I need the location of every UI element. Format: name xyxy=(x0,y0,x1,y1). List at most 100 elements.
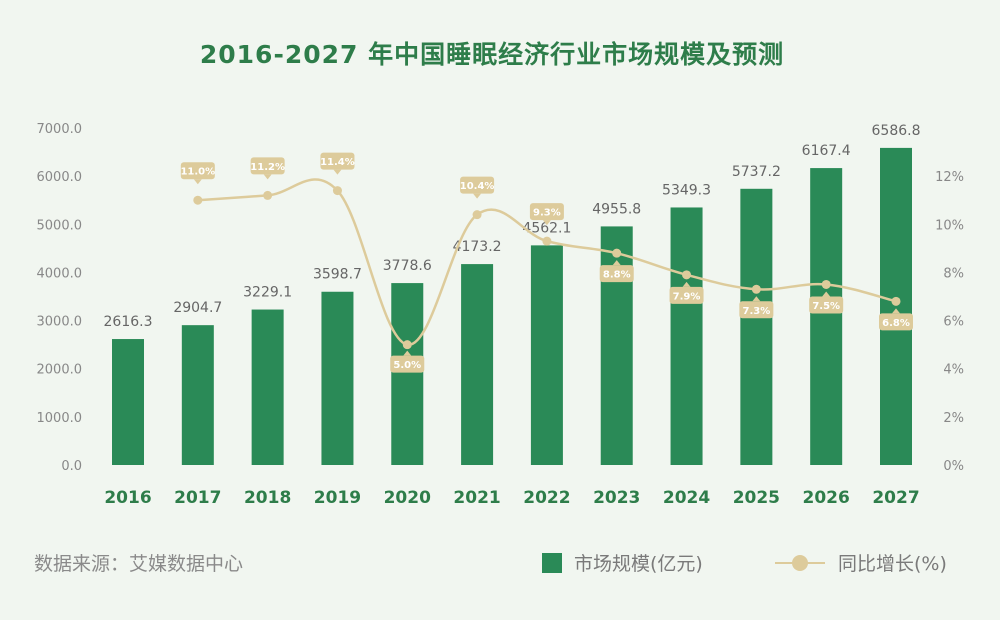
left-axis: 0.0 1000.0 2000.0 3000.0 4000.0 5000.0 6000.0 7… xyxy=(37,122,83,474)
bar-value-label: 4173.2 xyxy=(453,239,502,255)
growth-point xyxy=(332,186,342,196)
growth-callout: 11.2% xyxy=(250,157,285,180)
growth-callout: 8.8% xyxy=(599,260,634,283)
y-left-tick-label: 2000.0 xyxy=(37,363,83,378)
bar xyxy=(461,264,494,465)
bar-value-label: 3229.1 xyxy=(243,285,292,301)
growth-callout: 11.4% xyxy=(320,152,355,175)
callout-bubble xyxy=(180,162,215,180)
callout-bubble xyxy=(809,296,844,314)
growth-line-layer xyxy=(193,178,901,350)
growth-point xyxy=(612,248,622,258)
callout-pointer xyxy=(263,174,272,180)
callout-bubble xyxy=(460,176,495,194)
growth-point xyxy=(402,340,412,350)
y-left-tick-label: 7000.0 xyxy=(37,122,83,137)
growth-callouts: 11.0% 11.2% 11.4% 5.0% 10.4% 9.3% 8.8% 7.9% 7.3%… xyxy=(180,152,913,373)
growth-callout: 6.8% xyxy=(879,308,913,331)
bar xyxy=(181,325,214,465)
y-right-tick-label: 8% xyxy=(943,266,964,281)
growth-value-label: 7.9% xyxy=(673,291,701,302)
bar-value-label: 2904.7 xyxy=(173,300,222,316)
growth-point xyxy=(682,270,692,280)
bar-value-label: 3598.7 xyxy=(313,267,362,283)
growth-point xyxy=(891,296,901,306)
y-left-tick-label: 3000.0 xyxy=(37,315,83,330)
growth-callout: 11.0% xyxy=(180,162,215,185)
growth-value-label: 8.8% xyxy=(603,270,631,281)
y-right-tick-label: 12% xyxy=(935,170,964,185)
y-left-tick-label: 0.0 xyxy=(61,459,82,474)
callout-pointer xyxy=(892,308,900,314)
y-left-tick-label: 5000.0 xyxy=(37,218,83,233)
callout-pointer xyxy=(193,179,202,185)
bar xyxy=(251,309,284,465)
y-right-tick-label: 2% xyxy=(943,411,964,426)
chart-title: 2016-2027 年中国睡眠经济行业市场规模及预测 xyxy=(200,40,784,69)
growth-point xyxy=(263,190,273,200)
x-tick-label: 2017 xyxy=(174,488,221,508)
callout-pointer xyxy=(403,350,412,356)
callout-bubble xyxy=(599,265,634,283)
x-tick-label: 2025 xyxy=(733,488,780,508)
y-right-tick-label: 4% xyxy=(943,363,964,378)
y-left-tick-label: 1000.0 xyxy=(37,411,83,426)
x-tick-label: 2022 xyxy=(523,488,570,508)
x-tick-label: 2018 xyxy=(244,488,291,508)
bar xyxy=(880,147,912,465)
bars xyxy=(112,147,912,465)
callout-pointer xyxy=(542,220,551,226)
y-right-tick-label: 0% xyxy=(943,459,964,474)
bar xyxy=(391,283,424,465)
y-right-tick-label: 6% xyxy=(943,315,964,330)
callout-bubble xyxy=(669,286,704,304)
callout-pointer xyxy=(333,169,342,175)
legend: 市场规模(亿元) 同比增长(%) xyxy=(542,553,947,575)
callout-pointer xyxy=(682,281,691,287)
bar-value-label: 4955.8 xyxy=(592,201,641,217)
bar-value-label: 5349.3 xyxy=(662,182,711,198)
growth-callout: 7.9% xyxy=(669,281,704,304)
bar xyxy=(530,245,563,465)
growth-value-label: 6.8% xyxy=(882,318,910,329)
growth-point xyxy=(472,210,482,220)
bar-value-label: 5737.2 xyxy=(732,164,781,180)
growth-value-label: 9.3% xyxy=(533,208,561,219)
x-tick-label: 2016 xyxy=(104,488,151,508)
growth-callout: 5.0% xyxy=(390,350,425,373)
y-left-tick-label: 6000.0 xyxy=(37,170,83,185)
callout-bubble xyxy=(250,157,285,175)
callout-pointer xyxy=(822,291,831,297)
growth-value-label: 5.0% xyxy=(393,360,421,371)
x-tick-label: 2026 xyxy=(803,488,850,508)
bar xyxy=(321,291,354,465)
x-tick-label: 2024 xyxy=(663,488,710,508)
growth-value-label: 11.0% xyxy=(180,167,215,178)
growth-callout: 9.3% xyxy=(529,203,564,226)
right-axis: 0% 2% 4% 6% 8% 10% 12% xyxy=(935,170,964,474)
x-tick-label: 2023 xyxy=(593,488,640,508)
callout-pointer xyxy=(752,296,761,302)
x-tick-label: 2021 xyxy=(453,488,500,508)
growth-point xyxy=(193,195,203,205)
growth-callout: 7.5% xyxy=(809,291,844,314)
growth-point xyxy=(751,284,761,294)
callout-bubble xyxy=(739,301,774,319)
growth-value-label: 11.2% xyxy=(250,162,285,173)
x-axis: 2016 2017 2018 2019 2020 2021 2022 2023 2024 2025… xyxy=(104,488,919,508)
callout-bubble xyxy=(879,313,913,331)
bar-value-label: 3778.6 xyxy=(383,258,432,274)
growth-value-label: 11.4% xyxy=(320,157,355,168)
bar-value-label: 6586.8 xyxy=(872,123,921,139)
y-left-tick-label: 4000.0 xyxy=(37,266,83,281)
growth-value-label: 7.3% xyxy=(742,306,770,317)
bar xyxy=(740,188,773,465)
callout-pointer xyxy=(612,260,621,266)
growth-point xyxy=(821,279,831,289)
growth-callout: 7.3% xyxy=(739,296,774,319)
legend-line-label: 同比增长(%) xyxy=(838,553,947,575)
legend-bar-label: 市场规模(亿元) xyxy=(574,553,703,575)
y-right-tick-label: 10% xyxy=(935,218,964,233)
